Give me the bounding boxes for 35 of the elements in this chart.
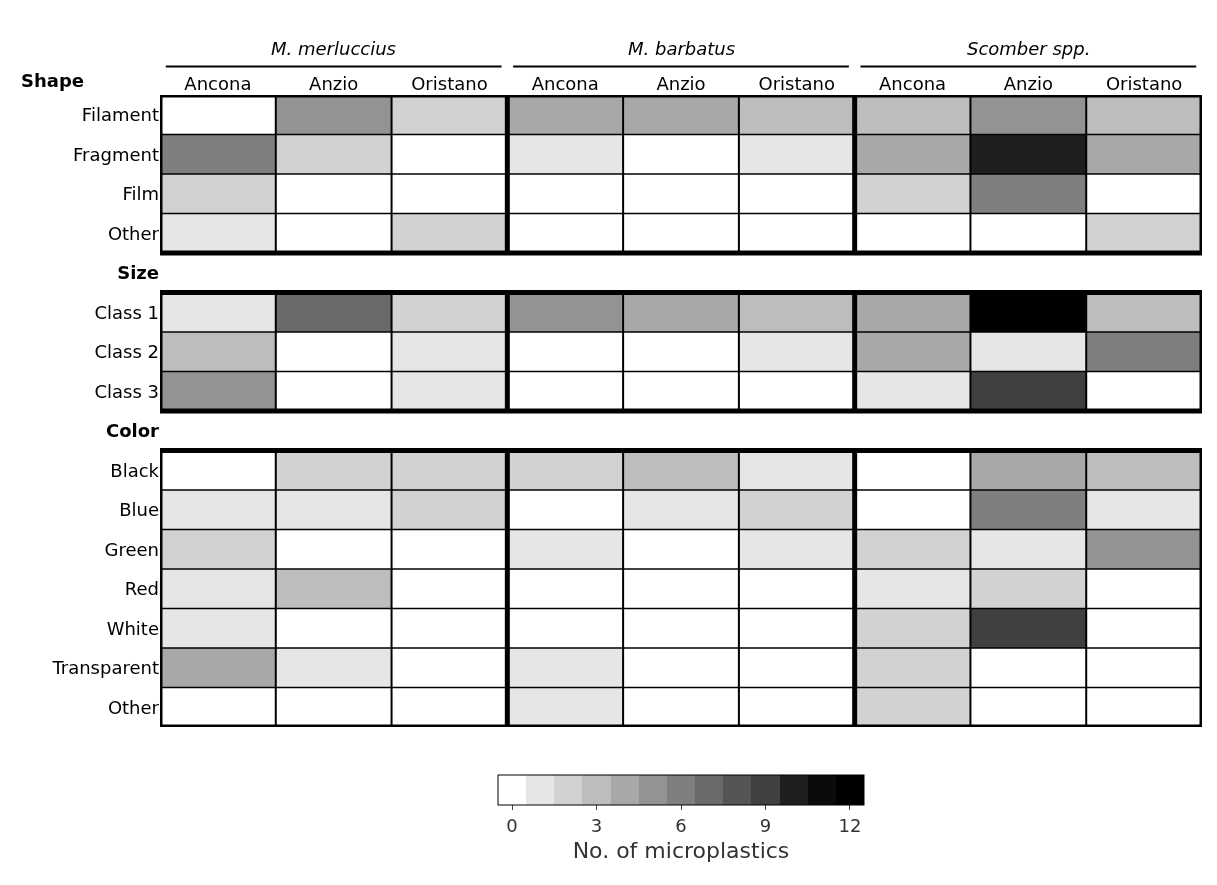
y-tick-label: Blue — [119, 499, 159, 521]
color-bar-label: 3 — [590, 814, 603, 836]
x-tick-label: Ancona — [531, 73, 599, 95]
y-tick-label: White — [106, 617, 159, 639]
color-bar-title: No. of microplastics — [572, 837, 790, 863]
text: M. merluccius — [271, 38, 396, 59]
y-tick-label: Filament — [81, 104, 159, 126]
x-tick-label: Anzio — [309, 73, 359, 95]
x-tick-label: Ancona — [879, 73, 947, 95]
x-tick-label: Oristano — [1105, 73, 1183, 95]
y-axis-title: Shape — [21, 70, 85, 91]
color-bar-label: 12 — [838, 814, 862, 836]
y-tick-label: Class 3 — [94, 380, 159, 402]
x-tick-label: Oristano — [411, 73, 488, 95]
y-tick-label: Red — [124, 578, 159, 600]
y-tick-label: Color — [106, 420, 160, 442]
y-tick-label: Green — [104, 538, 159, 560]
y-tick-label: Transparent — [51, 657, 159, 679]
y-tick-label: Film — [122, 183, 159, 205]
y-tick-label: Other — [107, 696, 160, 718]
y-tick-label: Other — [107, 222, 160, 244]
color-bar-label: 9 — [759, 814, 772, 836]
color-bar-label: 0 — [506, 814, 518, 836]
y-tick-label: Class 2 — [94, 341, 159, 363]
y-tick-label: Black — [110, 459, 160, 481]
y-tick-label: Class 1 — [94, 301, 159, 323]
x-tick-label: Anzio — [656, 73, 706, 95]
x-tick-label: Anzio — [1003, 73, 1053, 95]
text: Scomber spp. — [967, 38, 1091, 59]
x-tick-label: Oristano — [758, 73, 836, 95]
color-bar-label: 6 — [675, 814, 687, 836]
y-tick-label: Fragment — [73, 143, 159, 165]
x-tick-label: Ancona — [184, 73, 252, 95]
text: M. barbatus — [628, 38, 736, 59]
y-tick-label: Size — [117, 262, 159, 284]
